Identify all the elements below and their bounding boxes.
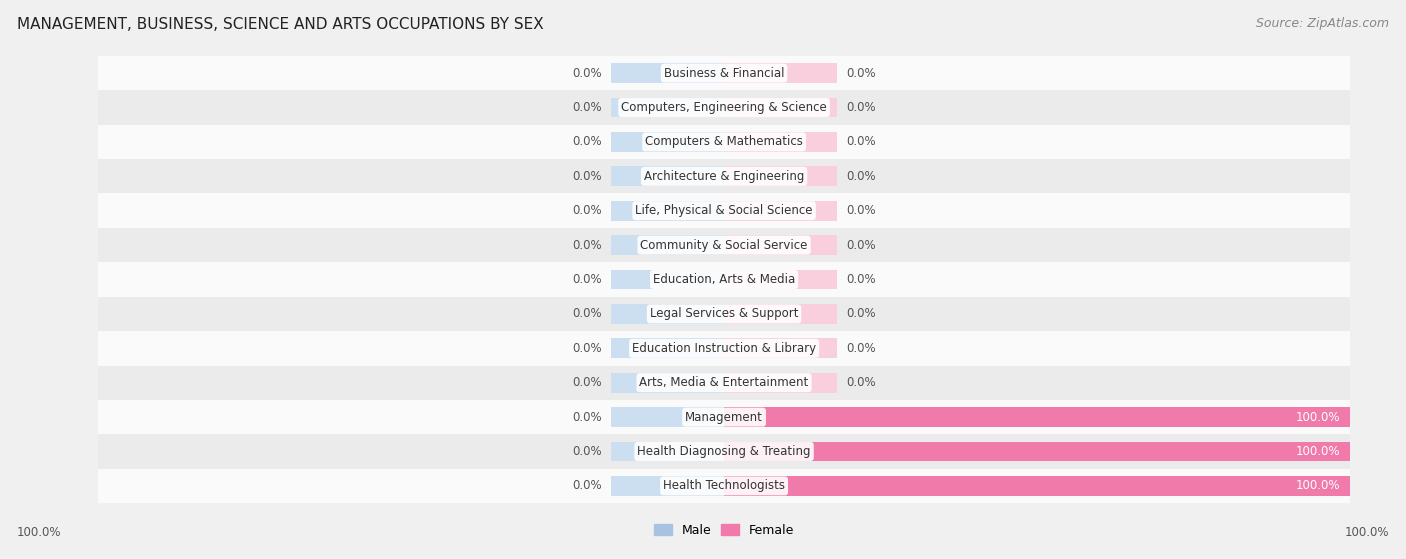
Text: Business & Financial: Business & Financial [664,67,785,79]
Bar [724,407,837,427]
Bar [724,442,837,462]
Text: 0.0%: 0.0% [572,273,602,286]
Text: 0.0%: 0.0% [846,67,876,79]
Text: 0.0%: 0.0% [572,411,602,424]
Bar [612,167,724,186]
Bar [612,269,724,290]
Bar [724,476,837,496]
Text: 0.0%: 0.0% [572,307,602,320]
Bar [98,125,1350,159]
Bar [724,407,1350,427]
Bar [98,228,1350,262]
Text: 0.0%: 0.0% [846,204,876,217]
Text: Management: Management [685,411,763,424]
Bar [98,159,1350,193]
Bar [98,434,1350,468]
Text: 100.0%: 100.0% [1344,527,1389,539]
Bar [98,331,1350,366]
Bar [98,193,1350,228]
Bar [724,269,837,290]
Text: 0.0%: 0.0% [572,170,602,183]
Bar [724,63,837,83]
Bar [724,201,837,221]
Bar [724,235,837,255]
Bar [724,167,837,186]
Text: 0.0%: 0.0% [846,101,876,114]
Bar [612,338,724,358]
Text: 0.0%: 0.0% [846,376,876,389]
Text: Education Instruction & Library: Education Instruction & Library [633,342,815,355]
Bar [724,338,837,358]
Bar [98,297,1350,331]
Bar [612,97,724,117]
Bar [98,262,1350,297]
Bar [98,56,1350,91]
Bar [612,476,724,496]
Bar [612,132,724,152]
Bar [724,442,1350,462]
Text: 100.0%: 100.0% [1296,411,1340,424]
Text: 0.0%: 0.0% [572,342,602,355]
Text: 0.0%: 0.0% [846,342,876,355]
Text: Health Diagnosing & Treating: Health Diagnosing & Treating [637,445,811,458]
Text: Computers & Mathematics: Computers & Mathematics [645,135,803,148]
Text: Legal Services & Support: Legal Services & Support [650,307,799,320]
Text: 0.0%: 0.0% [572,101,602,114]
Bar [98,91,1350,125]
Bar [612,63,724,83]
Text: 0.0%: 0.0% [572,204,602,217]
Bar [98,366,1350,400]
Text: 100.0%: 100.0% [17,527,62,539]
Text: 0.0%: 0.0% [846,135,876,148]
Text: Architecture & Engineering: Architecture & Engineering [644,170,804,183]
Text: 0.0%: 0.0% [572,445,602,458]
Bar [98,468,1350,503]
Text: 0.0%: 0.0% [572,239,602,252]
Bar [612,373,724,392]
Text: MANAGEMENT, BUSINESS, SCIENCE AND ARTS OCCUPATIONS BY SEX: MANAGEMENT, BUSINESS, SCIENCE AND ARTS O… [17,17,544,32]
Text: 0.0%: 0.0% [846,273,876,286]
Text: Life, Physical & Social Science: Life, Physical & Social Science [636,204,813,217]
Bar [724,476,1350,496]
Text: Computers, Engineering & Science: Computers, Engineering & Science [621,101,827,114]
Text: 0.0%: 0.0% [572,135,602,148]
Text: Arts, Media & Entertainment: Arts, Media & Entertainment [640,376,808,389]
Bar [724,97,837,117]
Text: 0.0%: 0.0% [572,376,602,389]
Text: 100.0%: 100.0% [1296,445,1340,458]
Bar [724,132,837,152]
Text: 0.0%: 0.0% [846,239,876,252]
Text: 0.0%: 0.0% [846,170,876,183]
Legend: Male, Female: Male, Female [650,519,799,542]
Text: Health Technologists: Health Technologists [664,480,785,492]
Bar [724,304,837,324]
Text: 0.0%: 0.0% [572,67,602,79]
Text: 100.0%: 100.0% [1296,480,1340,492]
Bar [612,304,724,324]
Bar [612,235,724,255]
Bar [612,407,724,427]
Text: Source: ZipAtlas.com: Source: ZipAtlas.com [1256,17,1389,30]
Text: Education, Arts & Media: Education, Arts & Media [652,273,796,286]
Text: 0.0%: 0.0% [572,480,602,492]
Bar [612,201,724,221]
Bar [612,442,724,462]
Text: Community & Social Service: Community & Social Service [640,239,808,252]
Text: 0.0%: 0.0% [846,307,876,320]
Bar [98,400,1350,434]
Bar [724,373,837,392]
